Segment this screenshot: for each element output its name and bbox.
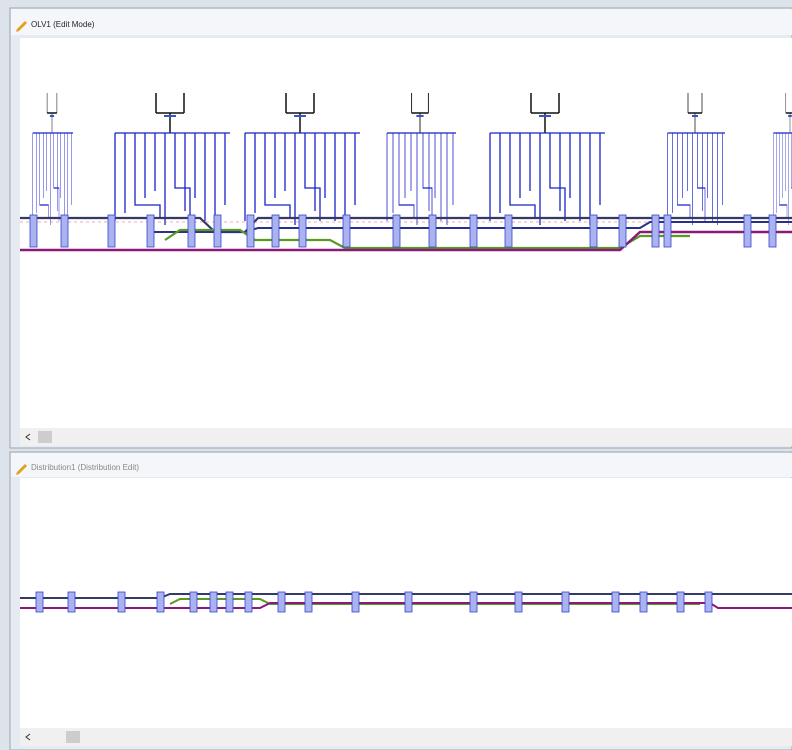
- breaker: [245, 592, 252, 612]
- breaker: [157, 592, 164, 612]
- breaker: [664, 215, 671, 247]
- breaker: [278, 592, 285, 612]
- breaker: [652, 215, 659, 247]
- h-scrollbar[interactable]: [20, 428, 792, 446]
- breaker: [210, 592, 217, 612]
- breaker: [352, 592, 359, 612]
- breaker: [36, 592, 43, 612]
- breaker: [405, 592, 412, 612]
- breaker: [505, 215, 512, 247]
- scroll-thumb[interactable]: [66, 731, 80, 743]
- breaker: [188, 215, 195, 247]
- h-scrollbar[interactable]: [20, 728, 792, 746]
- window-title: Distribution1 (Distribution Edit): [31, 463, 139, 472]
- breaker: [108, 215, 115, 247]
- breaker: [590, 215, 597, 247]
- window-olv1: OLV1 (Edit Mode): [10, 8, 792, 448]
- breaker: [214, 215, 221, 247]
- breaker: [562, 592, 569, 612]
- breaker: [393, 215, 400, 247]
- breaker: [305, 592, 312, 612]
- breaker: [68, 592, 75, 612]
- window-distribution: Distribution1 (Distribution Edit): [10, 452, 792, 750]
- window-title: OLV1 (Edit Mode): [31, 20, 95, 29]
- page: OLV1 (Edit Mode): [0, 0, 792, 750]
- breaker: [515, 592, 522, 612]
- breaker: [677, 592, 684, 612]
- breaker: [147, 215, 154, 247]
- breaker: [744, 215, 751, 247]
- breaker: [705, 592, 712, 612]
- breaker: [769, 215, 776, 247]
- breaker: [61, 215, 68, 247]
- breaker: [343, 215, 350, 247]
- screen: OLV1 (Edit Mode): [0, 0, 792, 750]
- breaker: [226, 592, 233, 612]
- breaker: [470, 592, 477, 612]
- title-bar: [11, 9, 792, 35]
- breaker: [190, 592, 197, 612]
- breaker: [619, 215, 626, 247]
- breaker: [429, 215, 436, 247]
- breaker: [118, 592, 125, 612]
- scroll-thumb[interactable]: [38, 431, 52, 443]
- breaker: [247, 215, 254, 247]
- breaker: [30, 215, 37, 247]
- breaker: [272, 215, 279, 247]
- breaker: [612, 592, 619, 612]
- breaker: [299, 215, 306, 247]
- breaker: [470, 215, 477, 247]
- breaker: [640, 592, 647, 612]
